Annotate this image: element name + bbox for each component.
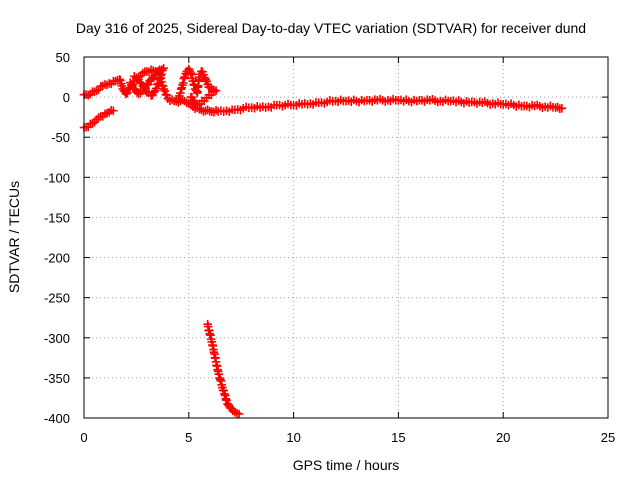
data-point (155, 75, 164, 84)
x-tick-label: 15 (391, 430, 405, 445)
plot-frame (83, 56, 609, 419)
y-tick-label: -200 (44, 251, 70, 266)
data-point (222, 396, 231, 405)
x-tick-label: 0 (80, 430, 87, 445)
series-oscillation-loop-a (125, 63, 168, 100)
data-point (158, 66, 167, 75)
data-point (123, 88, 132, 98)
x-tick-label: 20 (496, 430, 510, 445)
y-axis-label: SDTVAR / TECUs (6, 181, 22, 293)
series-lower-start-segment (79, 106, 118, 132)
data-point (130, 71, 139, 81)
series-oscillation-loop-b (174, 64, 221, 110)
data-points (79, 63, 567, 419)
tick-labels: 0 5 10 15 20 25 50 0 -50 -100 -150 -200 -250 -300 -350… (44, 50, 615, 445)
x-tick-label: 10 (286, 430, 300, 445)
data-point (557, 104, 567, 113)
data-point (109, 106, 118, 116)
y-tick-label: -50 (51, 130, 70, 145)
y-tick-label: 50 (56, 50, 70, 65)
y-tick-label: 0 (63, 90, 70, 105)
x-axis-label: GPS time / hours (293, 457, 400, 473)
data-point (180, 72, 189, 82)
y-tick-label: -250 (44, 291, 70, 306)
data-point (121, 89, 131, 99)
data-point (186, 92, 196, 102)
x-tick-label: 5 (185, 430, 192, 445)
y-tick-label: -400 (44, 411, 70, 426)
y-tick-label: -100 (44, 170, 70, 185)
data-point (234, 409, 244, 419)
y-tick-label: -300 (44, 331, 70, 346)
y-tick-label: -350 (44, 371, 70, 386)
data-point (154, 79, 163, 88)
data-point (156, 71, 165, 80)
data-point (162, 90, 172, 100)
x-tick-label: 25 (601, 430, 615, 445)
y-tick-label: -150 (44, 210, 70, 225)
data-point (153, 80, 162, 89)
chart-title: Day 316 of 2025, Sidereal Day-to-day VTE… (76, 20, 586, 36)
data-point (157, 70, 166, 79)
data-point (141, 86, 150, 96)
series-outlier-plunge (203, 319, 244, 419)
grid-lines (84, 57, 608, 418)
